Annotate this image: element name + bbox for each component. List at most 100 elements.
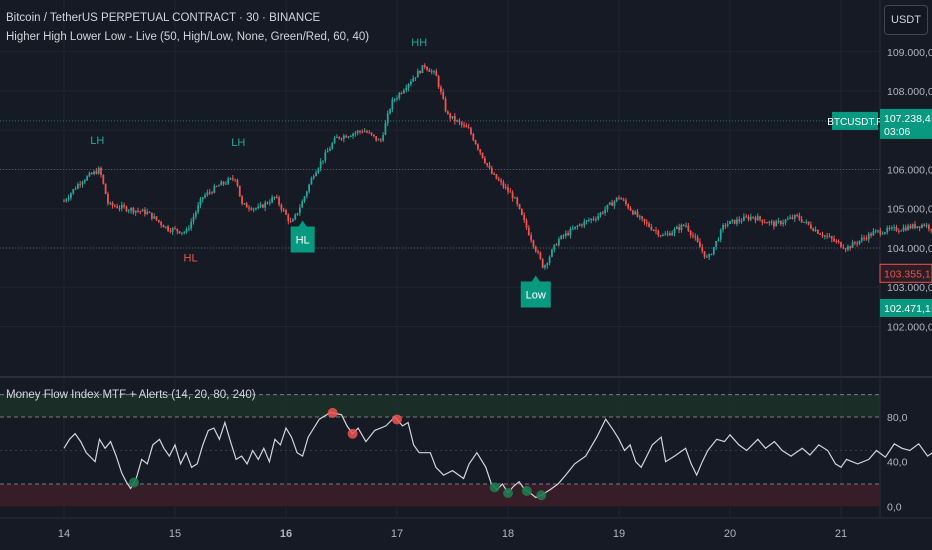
- candle-body: [766, 222, 768, 224]
- candle-body: [611, 202, 613, 206]
- candle-body: [460, 122, 463, 125]
- candle-body: [433, 71, 435, 73]
- candle-body: [83, 180, 86, 183]
- price-tag: 103.355,1: [884, 268, 931, 280]
- candle-body: [705, 256, 708, 258]
- mfi-series: [63, 407, 932, 501]
- candle-body: [800, 219, 803, 223]
- candle-body: [490, 167, 493, 174]
- candle-body: [144, 209, 146, 215]
- candle-body: [828, 236, 831, 238]
- candle-body: [282, 209, 285, 211]
- candle-body: [250, 208, 253, 210]
- time-tick-label: 18: [502, 528, 514, 540]
- candle-body: [72, 189, 75, 194]
- candle-body: [67, 197, 70, 200]
- candle-body: [495, 174, 498, 179]
- candle-body: [668, 233, 671, 236]
- candle-body: [400, 93, 403, 95]
- oversold-alert-dot: [128, 477, 139, 488]
- pattern-label: LH: [231, 137, 245, 149]
- candle-body: [708, 254, 711, 257]
- candle-body: [618, 197, 620, 199]
- candle-body: [481, 152, 484, 159]
- candle-body: [342, 135, 345, 139]
- candle-body: [777, 221, 780, 223]
- currency-button[interactable]: USDT: [884, 5, 928, 35]
- candle-body: [890, 227, 893, 229]
- price-tag-bg: [879, 263, 932, 283]
- time-axis: 14 15 16 17 18 19 20 21: [58, 528, 847, 540]
- time-tick-label: 17: [391, 528, 403, 540]
- candle-body: [648, 223, 650, 227]
- candle-body: [428, 69, 431, 72]
- candle-body: [412, 78, 415, 82]
- candle-body: [719, 229, 722, 240]
- candle-body: [784, 219, 787, 223]
- candle-body: [93, 171, 95, 175]
- candle-body: [148, 211, 151, 213]
- candle-body: [643, 218, 646, 222]
- grid: [0, 0, 932, 519]
- candle-body: [407, 84, 410, 89]
- candle-body: [120, 204, 123, 209]
- candle-body: [194, 212, 197, 217]
- candle-body: [687, 225, 690, 231]
- candle-body: [541, 258, 544, 268]
- candle-body: [562, 235, 565, 237]
- candle-body: [224, 183, 227, 185]
- candle-body: [567, 233, 570, 236]
- pattern-label: HL: [184, 253, 198, 265]
- candle-body: [238, 185, 241, 197]
- candle-body: [622, 199, 625, 201]
- candle-body: [190, 221, 193, 229]
- candle-body: [382, 134, 385, 141]
- candle-body: [703, 251, 706, 257]
- candle-body: [442, 91, 445, 99]
- candle-body: [335, 136, 338, 138]
- candle-body: [502, 182, 505, 187]
- candle-body: [520, 208, 523, 215]
- candle-body: [65, 199, 68, 201]
- candle-body: [331, 143, 334, 149]
- time-tick-label: 21: [835, 528, 847, 540]
- candle-body: [359, 131, 361, 133]
- symbol-tag-bg: [832, 111, 878, 130]
- candle-body: [768, 221, 771, 223]
- candle-body: [183, 232, 186, 234]
- candle-body: [95, 171, 98, 174]
- candle-body: [130, 208, 132, 211]
- candle-body: [678, 227, 681, 231]
- candle-body: [715, 241, 718, 247]
- pattern-label: HH: [411, 37, 427, 49]
- candle-body: [430, 71, 433, 73]
- candle-body: [483, 158, 486, 164]
- candle-body: [615, 197, 618, 202]
- candle-body: [278, 197, 280, 205]
- price-tick-label: 102.000,0: [887, 321, 932, 333]
- candle-body: [858, 240, 861, 244]
- candle-body: [853, 242, 856, 244]
- candle-body: [627, 204, 630, 209]
- price-tag-bg: [880, 298, 932, 317]
- candle-body: [347, 136, 350, 138]
- candle-body: [754, 217, 757, 221]
- candle-body: [132, 208, 135, 213]
- candle-body: [275, 196, 278, 198]
- candle-body: [287, 214, 290, 222]
- candle-body: [592, 218, 595, 220]
- candle-body: [759, 216, 761, 220]
- candle-body: [458, 120, 461, 123]
- candle-body: [555, 244, 558, 246]
- candle-body: [717, 239, 720, 242]
- candle-body: [391, 99, 394, 110]
- candle-body: [701, 247, 704, 252]
- candle-body: [465, 125, 468, 128]
- candle-body: [134, 210, 137, 213]
- candle-body: [467, 127, 470, 129]
- last-price-tag-bg: [880, 108, 932, 139]
- candle-body: [340, 138, 343, 140]
- candle-body: [581, 224, 583, 226]
- candle-body: [872, 231, 875, 236]
